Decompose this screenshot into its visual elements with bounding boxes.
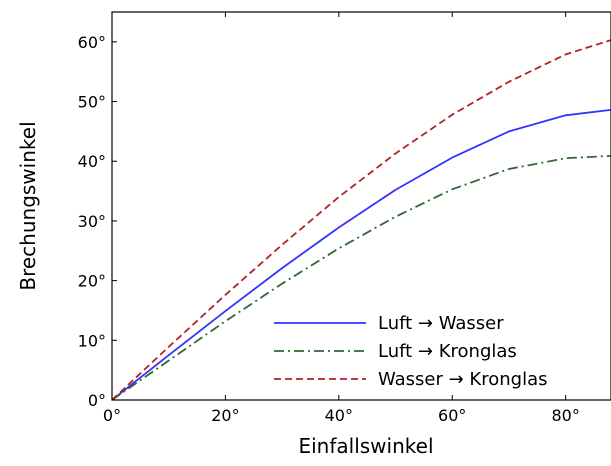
y-tick-label: 10° bbox=[78, 331, 106, 350]
legend-label: Wasser → Kronglas bbox=[378, 369, 548, 390]
x-tick-label: 0° bbox=[103, 406, 121, 425]
legend-label: Luft → Kronglas bbox=[378, 341, 517, 362]
x-tick-label: 40° bbox=[325, 406, 353, 425]
x-tick-label: 80° bbox=[551, 406, 579, 425]
y-tick-label: 40° bbox=[78, 152, 106, 171]
y-tick-label: 50° bbox=[78, 93, 106, 112]
y-tick-label: 20° bbox=[78, 272, 106, 291]
y-tick-label: 0° bbox=[88, 391, 106, 410]
series-line bbox=[112, 155, 611, 400]
x-tick-label: 60° bbox=[438, 406, 466, 425]
series-layer bbox=[112, 39, 611, 400]
x-tick-label: 20° bbox=[211, 406, 239, 425]
series-line bbox=[112, 109, 611, 400]
x-axis-label: Einfallswinkel bbox=[298, 434, 433, 458]
series-line bbox=[112, 39, 611, 400]
y-axis-label: Brechungswinkel bbox=[16, 121, 40, 290]
legend-label: Luft → Wasser bbox=[378, 313, 504, 334]
y-tick-label: 60° bbox=[78, 33, 106, 52]
legend: Luft → Wasser Luft → Kronglas Wasser → Kro… bbox=[274, 313, 548, 390]
y-axis: 0° 10° 20° 30° 40° 50° 60° bbox=[78, 33, 117, 410]
y-tick-label: 30° bbox=[78, 212, 106, 231]
plot-frame bbox=[111, 11, 611, 401]
x-axis: 0° 20° 40° 60° 80° bbox=[103, 12, 580, 425]
